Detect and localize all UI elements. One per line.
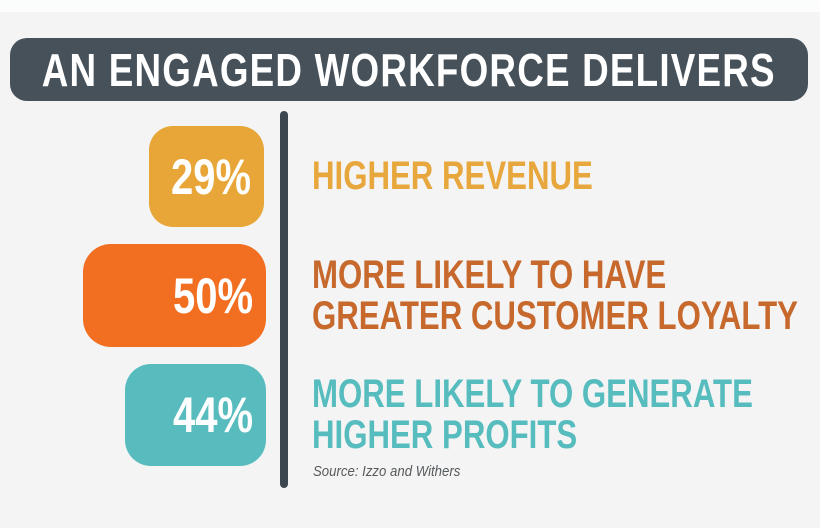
stat-badge-higher-profits: 44% (125, 364, 266, 466)
stat-label-customer-loyalty: MORE LIKELY TO HAVE GREATER CUSTOMER LOY… (312, 244, 798, 347)
stat-label-line: MORE LIKELY TO HAVE (312, 252, 667, 297)
stat-label-higher-revenue: HIGHER REVENUE (312, 126, 593, 227)
vertical-divider (280, 111, 288, 488)
stat-value: 50% (172, 267, 253, 324)
source-note: Source: Izzo and Withers (313, 463, 461, 480)
stat-label-line: HIGHER REVENUE (312, 154, 593, 198)
top-strip (0, 0, 820, 12)
header-bar: AN ENGAGED WORKFORCE DELIVERS (10, 38, 808, 101)
stat-label-higher-profits: MORE LIKELY TO GENERATE HIGHER PROFITS (312, 364, 753, 466)
stat-label-line: HIGHER PROFITS (312, 413, 578, 457)
stat-value: 44% (172, 387, 253, 443)
page-title: AN ENGAGED WORKFORCE DELIVERS (41, 43, 777, 96)
stat-label-line: GREATER CUSTOMER LOYALTY (312, 293, 798, 338)
stat-badge-customer-loyalty: 50% (83, 244, 266, 347)
stat-label-line: MORE LIKELY TO GENERATE (312, 372, 753, 416)
stat-badge-higher-revenue: 29% (149, 126, 264, 227)
stat-value: 29% (170, 148, 251, 205)
